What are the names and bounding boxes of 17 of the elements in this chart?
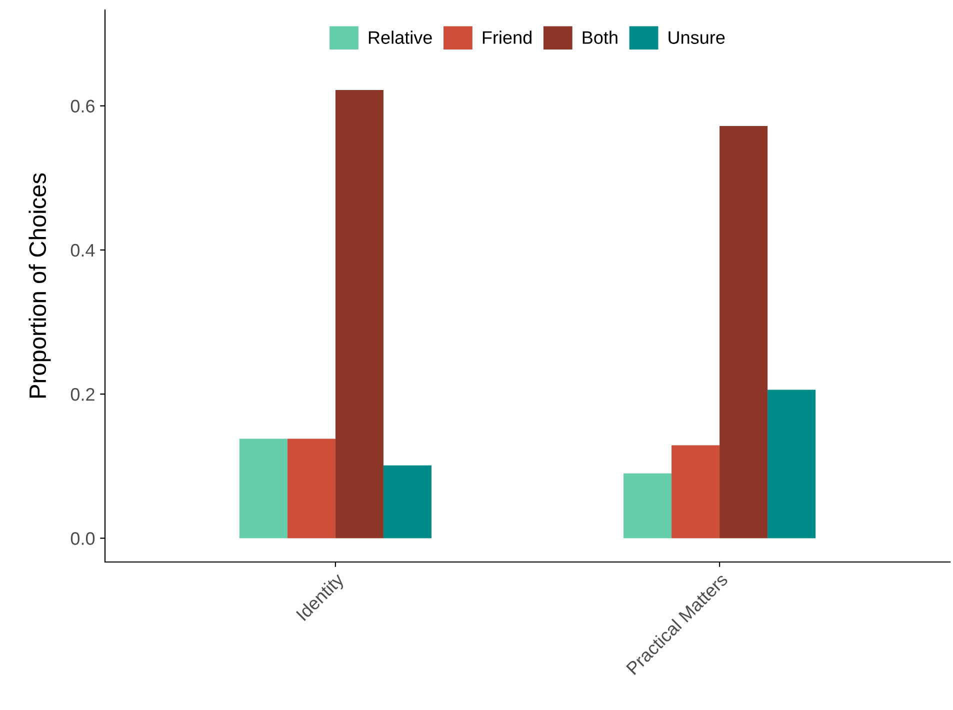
y-tick-label: 0.2 xyxy=(70,388,94,401)
legend-label: Unsure xyxy=(668,31,725,44)
bar xyxy=(335,90,384,538)
legend-label: Friend xyxy=(482,30,532,44)
y-tick-label: 0.0 xyxy=(70,532,95,545)
bar xyxy=(672,445,720,538)
y-tick-label: 0.6 xyxy=(70,100,94,113)
y-axis-title: Proportion of Choices xyxy=(28,173,51,398)
bar xyxy=(720,126,768,538)
bar xyxy=(239,438,288,538)
legend-label: Relative xyxy=(368,30,432,44)
bar xyxy=(287,438,336,538)
bar xyxy=(624,473,672,538)
y-tick-label: 0.4 xyxy=(70,244,95,257)
bar xyxy=(768,390,816,538)
legend-label: Both xyxy=(582,30,618,44)
bar xyxy=(383,465,432,538)
